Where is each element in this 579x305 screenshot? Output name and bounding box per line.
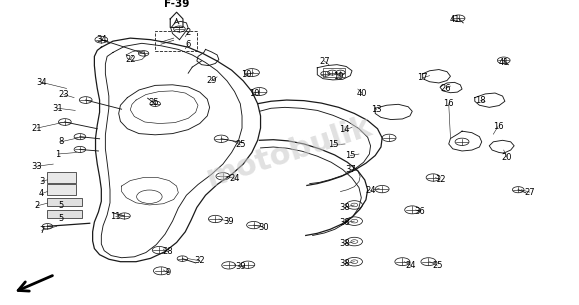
Text: 29: 29 <box>206 76 217 85</box>
Text: 21: 21 <box>32 124 42 133</box>
Text: 4: 4 <box>39 189 45 198</box>
Text: 31: 31 <box>53 104 63 113</box>
Bar <box>47 184 76 195</box>
Text: 2: 2 <box>185 27 191 37</box>
Text: 28: 28 <box>163 247 173 256</box>
Text: 18: 18 <box>475 96 486 105</box>
Text: 25: 25 <box>235 140 245 149</box>
Text: 5: 5 <box>58 201 64 210</box>
Text: 20: 20 <box>501 152 512 162</box>
Text: 7: 7 <box>39 226 45 235</box>
Text: 24: 24 <box>229 174 240 183</box>
Text: 40: 40 <box>357 88 367 98</box>
Text: 10: 10 <box>250 88 260 98</box>
Text: 9: 9 <box>165 268 171 278</box>
Bar <box>47 198 82 206</box>
Text: 25: 25 <box>432 261 442 270</box>
Text: 38: 38 <box>339 218 350 227</box>
Text: 27: 27 <box>319 56 329 66</box>
Text: 30: 30 <box>258 223 269 232</box>
Text: 17: 17 <box>417 73 428 82</box>
Text: 38: 38 <box>339 203 350 212</box>
Text: 14: 14 <box>339 125 350 134</box>
Text: 41: 41 <box>499 58 509 67</box>
Bar <box>155 31 197 51</box>
Text: 32: 32 <box>195 256 205 265</box>
Text: 19: 19 <box>334 72 344 81</box>
Text: 37: 37 <box>345 165 356 174</box>
Text: 41: 41 <box>449 15 460 24</box>
Text: 26: 26 <box>441 84 451 93</box>
Bar <box>323 68 345 77</box>
Text: 36: 36 <box>415 207 425 217</box>
Text: 22: 22 <box>125 55 135 64</box>
Text: 13: 13 <box>371 105 382 114</box>
Text: 23: 23 <box>58 90 69 99</box>
Text: 27: 27 <box>525 188 535 197</box>
Text: 34: 34 <box>36 78 47 87</box>
Text: 24: 24 <box>406 261 416 270</box>
Text: motobulik: motobulik <box>203 112 376 193</box>
Text: 8: 8 <box>58 137 64 146</box>
Text: 34: 34 <box>96 35 107 44</box>
Text: 12: 12 <box>435 175 445 185</box>
Text: 2: 2 <box>34 201 40 210</box>
Text: 38: 38 <box>339 259 350 268</box>
Text: 3: 3 <box>39 177 45 186</box>
Text: 5: 5 <box>58 214 64 223</box>
Text: 10: 10 <box>241 70 251 79</box>
Text: 33: 33 <box>32 162 42 171</box>
Text: F-39: F-39 <box>164 0 189 9</box>
Text: 1: 1 <box>55 149 61 159</box>
Text: 15: 15 <box>328 140 338 149</box>
Text: 11: 11 <box>111 212 121 221</box>
Text: 6: 6 <box>185 40 191 49</box>
Text: 24: 24 <box>365 186 376 195</box>
Text: 35: 35 <box>148 98 159 107</box>
Text: 39: 39 <box>235 262 245 271</box>
Bar <box>47 210 82 218</box>
Text: 15: 15 <box>345 151 356 160</box>
Bar <box>47 172 76 183</box>
Text: 39: 39 <box>223 217 234 226</box>
Text: 38: 38 <box>339 239 350 249</box>
Text: 16: 16 <box>444 99 454 108</box>
Text: 16: 16 <box>493 122 503 131</box>
